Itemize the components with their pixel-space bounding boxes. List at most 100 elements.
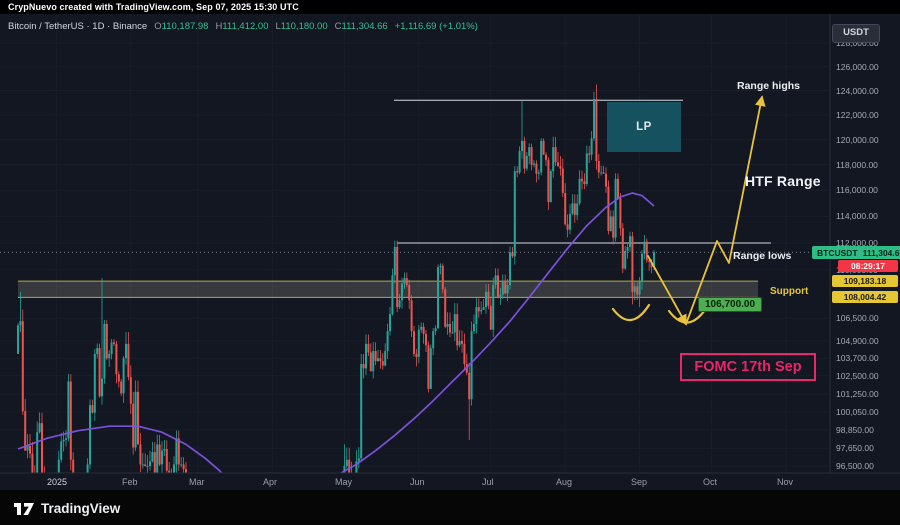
candle-body <box>173 464 175 473</box>
candle-body <box>96 348 99 354</box>
candle-body <box>410 300 413 332</box>
candle-body <box>441 265 444 290</box>
candle-body <box>485 291 487 308</box>
candle-body <box>360 364 363 459</box>
price-tick-label: 126,000.00 <box>836 62 879 72</box>
high-value: 111,412.00 <box>222 21 269 32</box>
badge-symbol-text: BTCUSDT <box>817 247 858 258</box>
time-tick-label: May <box>335 477 353 487</box>
candle-body <box>367 343 370 353</box>
candle-body <box>389 314 391 332</box>
time-tick-label: Mar <box>189 477 205 487</box>
candle-body <box>617 178 619 199</box>
candle-body <box>62 439 65 442</box>
ohlc-open: O110,187.98 <box>154 21 208 32</box>
candle-body <box>357 458 360 462</box>
price-tick-label: 98,850.00 <box>836 425 874 435</box>
candle-body <box>91 405 94 413</box>
candle-body <box>600 172 603 174</box>
candle-body <box>417 329 420 357</box>
candle-body <box>405 278 408 285</box>
candle-body <box>345 459 348 466</box>
time-tick-label: Feb <box>122 477 138 487</box>
price-tick-label: 106,500.00 <box>836 313 879 323</box>
price-tick-label: 120,000.00 <box>836 135 879 145</box>
candle-body <box>564 192 567 225</box>
candle-body <box>149 461 151 466</box>
time-tick-label: Oct <box>703 477 718 487</box>
candle-body <box>86 464 89 473</box>
candle-body <box>552 147 555 172</box>
candle-body <box>427 345 430 389</box>
candle-body <box>581 178 583 182</box>
badge-price-text: 111,304.66 <box>862 247 900 258</box>
candle-body <box>497 275 499 298</box>
candle-body <box>650 261 653 268</box>
grid-layer <box>0 14 830 473</box>
open-label: O <box>154 21 162 32</box>
candle-body <box>141 464 144 466</box>
candle-body <box>566 224 569 230</box>
candle-body <box>516 171 519 173</box>
symbol-legend[interactable]: Bitcoin / TetherUS · 1D · Binance O110,1… <box>8 21 478 32</box>
candle-body <box>425 333 427 346</box>
tradingview-logo[interactable]: TradingView <box>13 500 120 516</box>
candle-body <box>501 280 504 295</box>
price-tick-label: 116,000.00 <box>836 185 878 195</box>
candle-body <box>609 216 612 231</box>
change-value: +1,116.69 (+1.01%) <box>394 21 478 32</box>
candle-body <box>624 250 627 269</box>
candle-body <box>537 172 540 174</box>
price-tick-label: 96,500.00 <box>836 461 874 471</box>
candle-body <box>585 153 588 184</box>
candle-body <box>477 307 480 312</box>
candle-body <box>588 153 591 155</box>
projection-arrow <box>685 95 766 325</box>
candle-body <box>451 332 454 334</box>
candle-body <box>60 441 63 460</box>
candle-body <box>645 241 648 261</box>
symbol-title: Bitcoin / TetherUS · 1D · Binance <box>8 21 148 32</box>
candle-body <box>413 331 415 354</box>
candle-body <box>480 309 483 312</box>
currency-toggle-button[interactable]: USDT <box>832 24 880 43</box>
candle-body <box>638 280 641 295</box>
candle-body <box>177 438 180 465</box>
candle-body <box>590 138 593 155</box>
candle-body <box>470 331 473 400</box>
candle-body <box>108 353 111 359</box>
liquidity-pool-box[interactable]: LP <box>607 102 681 152</box>
price-tick-label: 103,700.00 <box>836 353 879 363</box>
close-label: C <box>334 21 342 32</box>
candle-body <box>120 381 123 394</box>
ohlc-low: L110,180.00 <box>275 21 327 32</box>
target-price-label[interactable]: 106,700.00 <box>698 297 763 312</box>
price-tick-label: 124,000.00 <box>836 86 879 96</box>
candle-body <box>103 323 106 379</box>
fomc-event-label[interactable]: FOMC 17th Sep <box>680 353 816 381</box>
watermark-bar: CrypNuevo created with TradingView.com, … <box>0 0 900 14</box>
candle-body <box>403 278 406 284</box>
candle-body <box>547 159 550 203</box>
candle-body <box>525 155 528 169</box>
candle-body <box>535 163 538 174</box>
purple-ma-line <box>17 425 223 473</box>
candle-body <box>437 267 439 329</box>
candle-body <box>137 391 139 445</box>
candle-body <box>67 381 70 439</box>
price-tick-label: 104,900.00 <box>836 336 879 346</box>
candle-body <box>492 284 495 330</box>
candle-body <box>629 236 631 247</box>
price-tick-label: 128,000.00 <box>836 38 879 48</box>
candle-body <box>362 364 365 369</box>
watermark-text: CrypNuevo created with TradingView.com, … <box>8 2 299 12</box>
candle-body <box>158 444 161 465</box>
purple-ma-line <box>339 192 655 473</box>
candle-body <box>369 352 372 372</box>
candle-body <box>21 321 24 412</box>
candle-body <box>504 280 507 294</box>
candle-body <box>355 461 358 473</box>
candle-body <box>57 459 60 473</box>
candle-body <box>422 326 425 334</box>
